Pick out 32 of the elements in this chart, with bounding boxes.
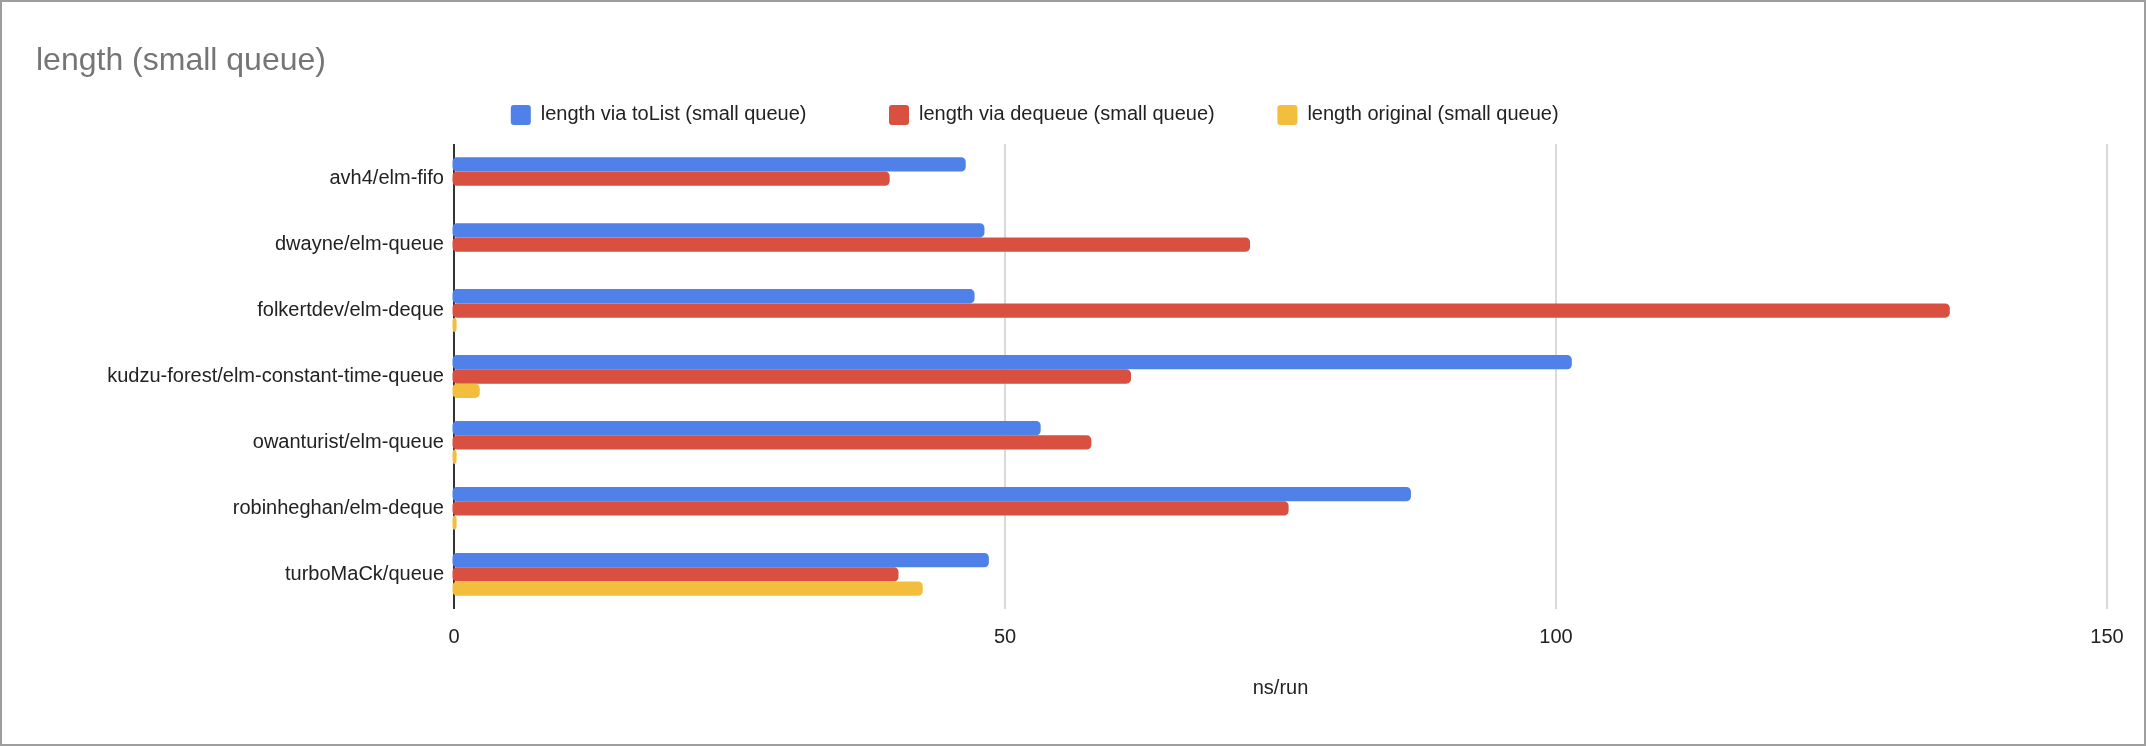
x-tick-label: 50	[993, 625, 1017, 647]
bar	[452, 171, 890, 186]
legend-label: length via dequeue (small queue)	[919, 102, 1215, 125]
legend-label: length original (small queue)	[1307, 102, 1559, 125]
bar	[452, 435, 1092, 450]
text: length (small queue)	[36, 41, 326, 77]
y-tick-label: avh4/elm-fifo	[329, 165, 444, 188]
bar	[452, 581, 923, 596]
bar	[452, 157, 966, 172]
y-tick-label: dwayne/elm-queue	[275, 231, 444, 254]
y-tick-label: folkertdev/elm-deque	[257, 297, 444, 320]
bar	[452, 486, 1411, 502]
bar	[452, 303, 1950, 318]
bar	[452, 289, 975, 304]
bar	[452, 237, 1251, 252]
bar	[452, 501, 1289, 516]
legend-label: length via toList (small queue)	[540, 102, 807, 125]
y-tick-label: owanturist/elm-queue	[252, 429, 444, 452]
y-tick-label: turboMaCk/queue	[285, 561, 444, 584]
y-tick-label: robinheghan/elm-deque	[232, 495, 444, 518]
bar	[452, 223, 985, 238]
x-tick-label: 0	[448, 625, 460, 647]
x-axis-title: ns/run	[1252, 676, 1309, 698]
bar	[452, 552, 989, 568]
x-tick-label: 100	[1539, 625, 1573, 647]
x-tick-label: 150	[2090, 625, 2124, 647]
bar	[452, 421, 1041, 436]
bar	[452, 355, 1572, 370]
bar	[452, 383, 480, 398]
bar	[452, 369, 1132, 384]
y-tick-label: kudzu-forest/elm-constant-time-queue	[107, 363, 444, 386]
bar	[452, 567, 899, 582]
